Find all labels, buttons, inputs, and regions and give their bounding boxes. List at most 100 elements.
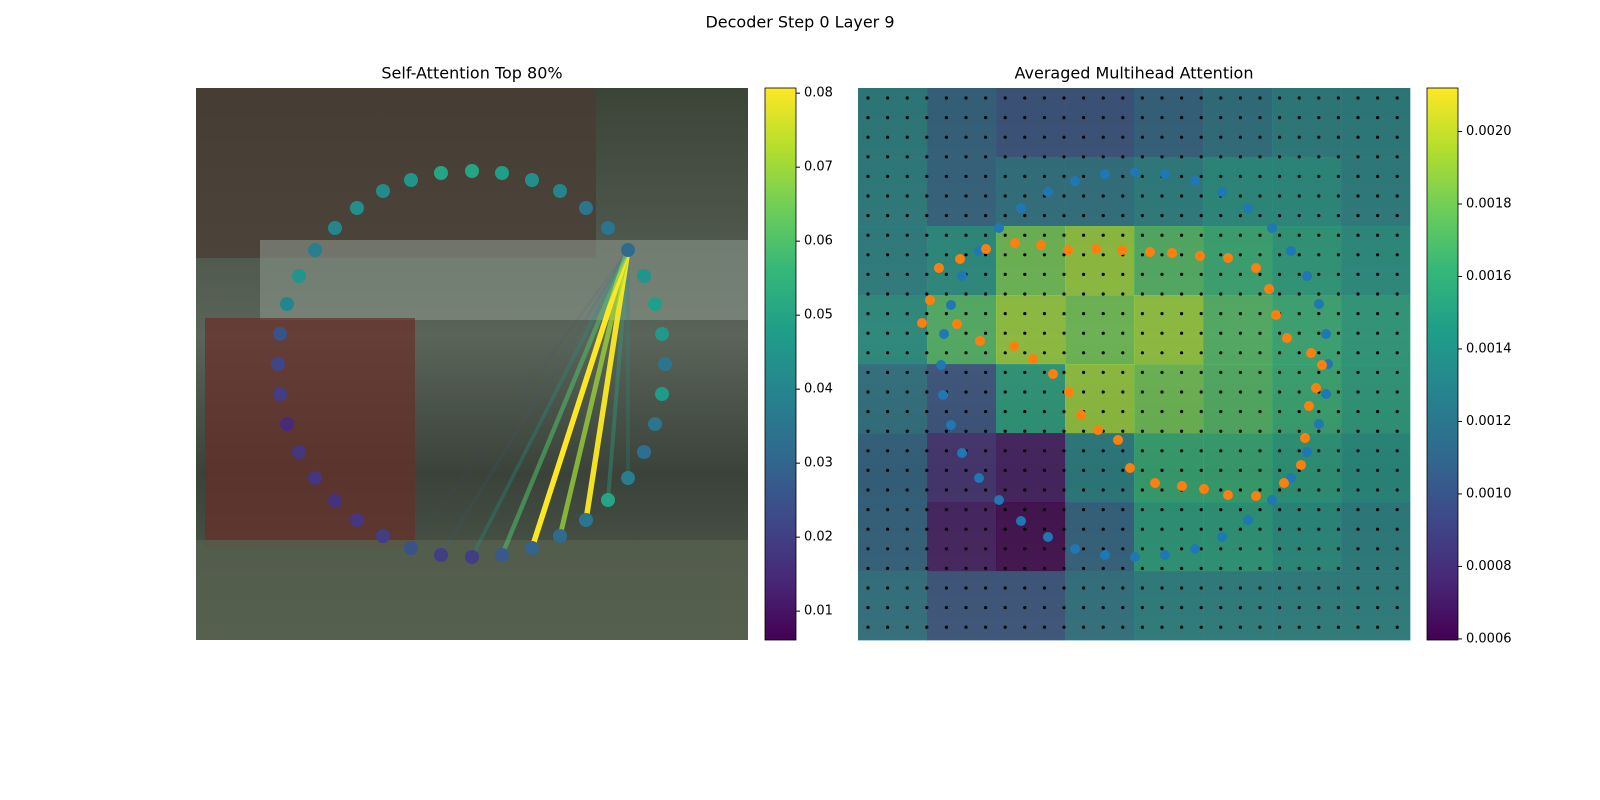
grid-dot — [1121, 586, 1125, 590]
point — [1271, 310, 1281, 320]
grid-dot — [1258, 214, 1262, 218]
grid-dot — [1101, 547, 1105, 551]
grid-dot — [1258, 351, 1262, 355]
grid-dot — [1278, 135, 1282, 139]
grid-dot — [1356, 390, 1360, 394]
grid-dot — [1278, 272, 1282, 276]
grid-dot — [905, 527, 909, 531]
grid-dot — [1199, 429, 1203, 433]
grid-dot — [1062, 468, 1066, 472]
grid-dot — [866, 468, 870, 472]
heatmap-cell — [1341, 88, 1411, 158]
grid-dot — [1082, 488, 1086, 492]
grid-dot — [964, 155, 968, 159]
grid-dot — [984, 566, 988, 571]
grid-dot — [1278, 606, 1282, 610]
grid-dot — [1317, 351, 1321, 355]
point — [1130, 552, 1140, 562]
heatmap-cell — [1203, 364, 1273, 434]
point — [376, 184, 390, 198]
grid-dot — [1336, 233, 1340, 237]
grid-dot — [1376, 468, 1380, 472]
colorbar-tick-label: 0.0006 — [1466, 631, 1512, 646]
grid-dot — [1042, 586, 1046, 590]
grid-dot — [1395, 331, 1399, 335]
grid-dot — [1376, 370, 1380, 374]
grid-dot — [886, 410, 890, 414]
colorbar-tick-label: 0.03 — [804, 456, 833, 471]
heatmap-cell — [1272, 88, 1342, 158]
grid-dot — [964, 625, 968, 629]
grid-dot — [1101, 351, 1105, 355]
grid-dot — [905, 135, 909, 139]
grid-dot — [1317, 625, 1321, 629]
grid-dot — [1238, 586, 1242, 590]
grid-dot — [944, 449, 949, 453]
grid-dot — [1238, 174, 1242, 178]
grid-dot — [1278, 410, 1282, 414]
grid-dot — [1395, 116, 1399, 120]
heatmap-cell — [1134, 502, 1204, 572]
grid-dot — [1140, 174, 1144, 178]
grid-dot — [866, 625, 870, 629]
grid-dot — [944, 292, 949, 296]
grid-dot — [1278, 194, 1282, 198]
grid-dot — [1199, 233, 1203, 237]
grid-dot — [1140, 194, 1144, 198]
grid-dot — [1258, 370, 1262, 374]
grid-dot — [964, 429, 968, 433]
grid-dot — [1101, 155, 1105, 159]
heatmap-cell — [858, 364, 928, 434]
grid-dot — [1278, 116, 1282, 120]
grid-dot — [1317, 312, 1321, 316]
grid-dot — [886, 135, 890, 139]
grid-dot — [1238, 488, 1242, 492]
grid-dot — [1297, 292, 1301, 296]
point — [1048, 369, 1058, 379]
grid-dot — [1042, 547, 1046, 551]
grid-dot — [886, 174, 890, 178]
grid-dot — [1356, 566, 1360, 571]
grid-dot — [1003, 410, 1007, 414]
grid-dot — [1082, 547, 1086, 551]
grid-dot — [1082, 272, 1086, 276]
grid-dot — [1062, 292, 1066, 296]
grid-dot — [1023, 116, 1027, 120]
grid-dot — [1042, 449, 1046, 453]
grid-dot — [984, 272, 988, 276]
attention-link — [409, 249, 630, 549]
grid-dot — [984, 174, 988, 178]
grid-dot — [1042, 527, 1046, 531]
grid-dot — [1062, 331, 1066, 335]
grid-dot — [905, 488, 909, 492]
colorbar-tick-label: 0.0012 — [1466, 414, 1512, 429]
grid-dot — [1356, 96, 1360, 100]
grid-dot — [1238, 566, 1242, 571]
colorbar — [1426, 87, 1459, 641]
grid-dot — [1219, 488, 1223, 492]
grid-dot — [1395, 194, 1399, 198]
grid-dot — [944, 351, 949, 355]
grid-dot — [1317, 449, 1321, 453]
point — [1217, 187, 1227, 197]
grid-dot — [925, 547, 929, 551]
grid-dot — [1082, 312, 1086, 316]
grid-dot — [984, 96, 988, 100]
grid-dot — [1160, 116, 1164, 120]
grid-dot — [1003, 390, 1007, 394]
grid-dot — [1336, 96, 1340, 100]
grid-dot — [1258, 233, 1262, 237]
heatmap-cell — [858, 157, 928, 227]
grid-dot — [1219, 370, 1223, 374]
attention-link — [557, 249, 631, 537]
point — [975, 336, 985, 346]
point — [1130, 167, 1140, 177]
point — [1264, 284, 1274, 294]
grid-dot — [1042, 351, 1046, 355]
grid-dot — [1376, 566, 1380, 571]
grid-dot — [1356, 527, 1360, 531]
grid-dot — [1258, 155, 1262, 159]
grid-dot — [1180, 547, 1184, 551]
grid-dot — [1121, 429, 1125, 433]
point — [328, 494, 342, 508]
